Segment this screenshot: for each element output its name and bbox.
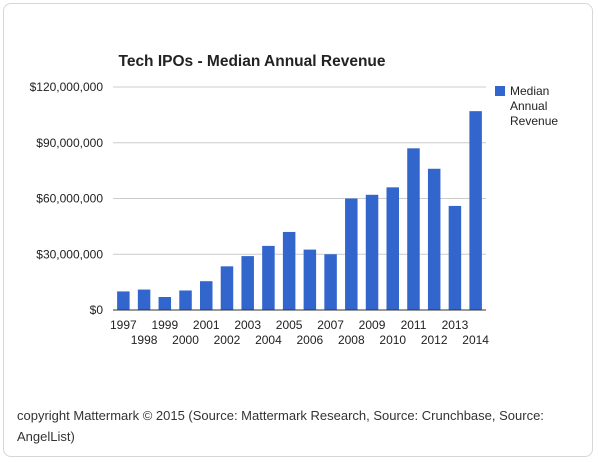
- x-tick-label: 2003: [234, 318, 261, 332]
- y-tick-label: $90,000,000: [36, 136, 103, 150]
- bar-2011: [407, 148, 420, 310]
- y-tick-label: $120,000,000: [30, 80, 104, 94]
- chart-title: Tech IPOs - Median Annual Revenue: [119, 53, 386, 70]
- legend-label: Annual: [510, 99, 547, 113]
- bar-2006: [303, 249, 317, 310]
- x-tick-label: 2004: [255, 333, 282, 347]
- bar-2003: [241, 256, 254, 310]
- bar-2012: [427, 168, 441, 310]
- x-tick-label: 2007: [317, 318, 344, 332]
- bar-chart: Tech IPOs - Median Annual Revenue $0 $30,…: [30, 53, 559, 347]
- bar-2005: [282, 231, 296, 310]
- y-tick-label: $0: [90, 303, 104, 317]
- legend-label: Median: [510, 84, 549, 98]
- bar-2010: [386, 187, 399, 310]
- x-tick-label: 2000: [172, 333, 199, 347]
- bar-1998: [137, 289, 151, 310]
- legend-swatch: [495, 86, 505, 96]
- x-tick-label: 2012: [421, 333, 448, 347]
- x-tick-label: 2013: [442, 318, 469, 332]
- bar-2007: [324, 254, 337, 310]
- x-tick-label: 1997: [110, 318, 137, 332]
- x-tick-label: 2006: [297, 333, 324, 347]
- bar-2009: [365, 194, 379, 310]
- bar-2000: [179, 290, 192, 310]
- y-tick-label: $30,000,000: [36, 247, 103, 261]
- x-tick-label: 2002: [214, 333, 241, 347]
- bar-2001: [200, 281, 213, 310]
- bar-2004: [262, 245, 275, 310]
- chart-frame: [3, 3, 593, 457]
- x-tick-label: 2001: [193, 318, 220, 332]
- x-tick-label: 2011: [401, 318, 427, 332]
- x-tick-label: 1999: [151, 318, 178, 332]
- bars: [117, 111, 482, 311]
- bar-2002: [220, 266, 234, 310]
- x-tick-labels: 1997199819992000200120022003200420052006…: [110, 318, 489, 347]
- y-tick-labels: $0 $30,000,000 $60,000,000 $90,000,000 $120,…: [30, 80, 104, 317]
- y-tick-label: $60,000,000: [36, 192, 103, 206]
- legend-label: Revenue: [510, 114, 558, 128]
- copyright-footer: copyright Mattermark © 2015 (Source: Mat…: [17, 408, 544, 444]
- x-tick-label: 1998: [131, 333, 158, 347]
- bar-1999: [158, 296, 172, 310]
- x-tick-label: 2008: [338, 333, 365, 347]
- bar-2008: [345, 198, 358, 310]
- x-tick-label: 2005: [276, 318, 303, 332]
- x-tick-label: 2010: [379, 333, 406, 347]
- bar-2014: [469, 111, 482, 311]
- bar-1997: [117, 291, 130, 310]
- x-tick-label: 2014: [462, 333, 489, 347]
- bar-2013: [448, 205, 462, 310]
- x-tick-label: 2009: [359, 318, 386, 332]
